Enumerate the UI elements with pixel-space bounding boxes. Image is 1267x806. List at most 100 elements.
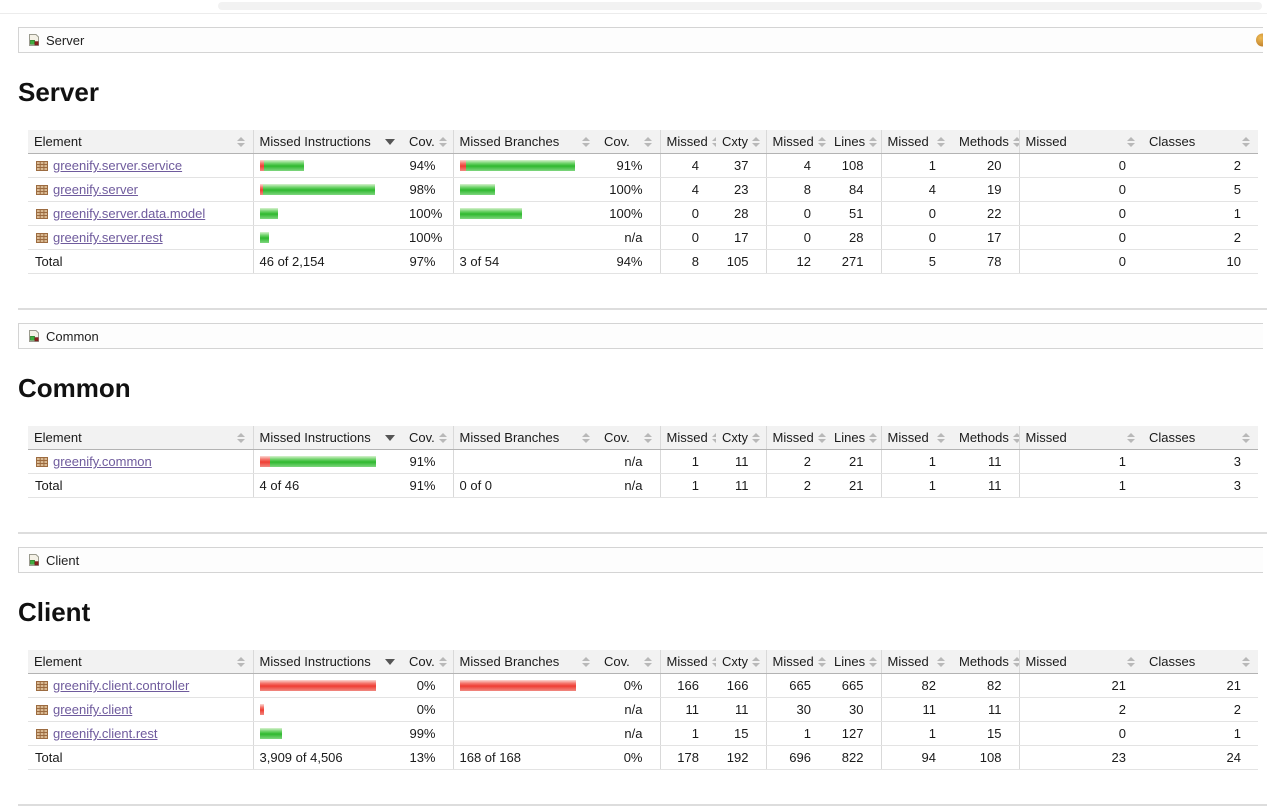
sort-icon[interactable] <box>937 136 945 147</box>
column-header-classes-12[interactable]: Classes <box>1143 650 1258 674</box>
instructions-coverage-cell: 91% <box>403 449 453 474</box>
sessions-icon[interactable] <box>1256 34 1263 47</box>
column-header-element-0[interactable]: Element <box>28 426 253 450</box>
sort-icon[interactable] <box>643 656 652 667</box>
sort-icon[interactable] <box>582 136 590 147</box>
sort-icon[interactable] <box>582 432 590 443</box>
sort-icon[interactable] <box>582 656 590 667</box>
total-metric-cell: 105 <box>716 249 766 274</box>
sort-icon[interactable] <box>1242 432 1250 443</box>
column-header-cxty-6[interactable]: Cxty <box>716 650 766 674</box>
column-header-missed-5[interactable]: Missed <box>659 426 716 450</box>
column-header-classes-12[interactable]: Classes <box>1143 426 1258 450</box>
package-link[interactable]: greenify.server <box>53 182 139 197</box>
column-header-missed-instructions-1[interactable]: Missed Instructions <box>252 130 403 154</box>
column-header-missed-branches-3[interactable]: Missed Branches <box>452 130 598 154</box>
sort-desc-icon[interactable] <box>385 658 395 665</box>
column-header-cov--2[interactable]: Cov. <box>403 426 453 450</box>
column-header-methods-10[interactable]: Methods <box>953 426 1019 450</box>
column-header-label: Missed <box>887 134 929 149</box>
scrollbar-track[interactable] <box>218 2 1262 10</box>
column-header-missed-instructions-1[interactable]: Missed Instructions <box>252 650 403 674</box>
column-header-missed-7[interactable]: Missed <box>765 650 828 674</box>
instructions-coverage-cell: 100% <box>403 225 453 250</box>
column-header-missed-11[interactable]: Missed <box>1018 130 1143 154</box>
column-header-cxty-6[interactable]: Cxty <box>716 130 766 154</box>
package-link[interactable]: greenify.server.rest <box>53 230 163 245</box>
sort-icon[interactable] <box>1012 656 1019 667</box>
column-header-cov--4[interactable]: Cov. <box>598 426 660 450</box>
sort-icon[interactable] <box>236 136 245 147</box>
column-header-methods-10[interactable]: Methods <box>953 130 1019 154</box>
column-header-element-0[interactable]: Element <box>28 130 253 154</box>
sort-icon[interactable] <box>711 432 716 443</box>
column-header-lines-8[interactable]: Lines <box>828 130 881 154</box>
branches-coverage-cell: 100% <box>598 201 660 226</box>
missed-instructions-bar-cell <box>252 673 403 698</box>
sort-icon[interactable] <box>937 656 945 667</box>
package-link[interactable]: greenify.server.service <box>53 158 183 173</box>
column-header-missed-9[interactable]: Missed <box>880 130 953 154</box>
sort-desc-icon[interactable] <box>385 434 395 441</box>
column-header-cov--4[interactable]: Cov. <box>598 130 660 154</box>
sort-icon[interactable] <box>869 656 878 667</box>
sort-icon[interactable] <box>817 136 826 147</box>
sort-icon[interactable] <box>438 432 447 443</box>
sort-icon[interactable] <box>643 136 652 147</box>
column-header-content: Lines <box>834 134 878 149</box>
sort-icon[interactable] <box>1127 432 1135 443</box>
sort-icon[interactable] <box>1127 656 1135 667</box>
sort-icon[interactable] <box>236 432 245 443</box>
column-header-missed-branches-3[interactable]: Missed Branches <box>452 426 598 450</box>
column-header-missed-5[interactable]: Missed <box>659 650 716 674</box>
column-header-missed-5[interactable]: Missed <box>659 130 716 154</box>
package-link[interactable]: greenify.client.rest <box>53 726 158 741</box>
column-header-missed-11[interactable]: Missed <box>1018 426 1143 450</box>
sort-icon[interactable] <box>1242 656 1250 667</box>
sort-icon[interactable] <box>1012 432 1019 443</box>
column-header-classes-12[interactable]: Classes <box>1143 130 1258 154</box>
column-header-missed-instructions-1[interactable]: Missed Instructions <box>252 426 403 450</box>
sort-icon[interactable] <box>438 656 447 667</box>
column-header-label: Lines <box>834 654 866 669</box>
column-header-missed-9[interactable]: Missed <box>880 426 953 450</box>
sort-icon[interactable] <box>752 656 760 667</box>
column-header-cov--2[interactable]: Cov. <box>403 130 453 154</box>
column-header-missed-9[interactable]: Missed <box>880 650 953 674</box>
sort-down-arrow <box>438 142 447 147</box>
column-header-missed-7[interactable]: Missed <box>765 426 828 450</box>
column-header-cov--2[interactable]: Cov. <box>403 650 453 674</box>
sort-icon[interactable] <box>1127 136 1135 147</box>
package-link[interactable]: greenify.client <box>53 702 133 717</box>
sort-icon[interactable] <box>869 136 878 147</box>
column-header-lines-8[interactable]: Lines <box>828 650 881 674</box>
package-link[interactable]: greenify.client.controller <box>53 678 190 693</box>
column-header-methods-10[interactable]: Methods <box>953 650 1019 674</box>
package-link[interactable]: greenify.common <box>53 454 152 469</box>
missed-branches-bar-cell <box>452 697 598 722</box>
column-header-missed-11[interactable]: Missed <box>1018 650 1143 674</box>
sort-icon[interactable] <box>817 432 826 443</box>
column-header-lines-8[interactable]: Lines <box>828 426 881 450</box>
package-link[interactable]: greenify.server.data.model <box>53 206 206 221</box>
column-header-cov--4[interactable]: Cov. <box>598 650 660 674</box>
sort-icon[interactable] <box>711 656 716 667</box>
column-header-cxty-6[interactable]: Cxty <box>716 426 766 450</box>
column-header-missed-branches-3[interactable]: Missed Branches <box>452 650 598 674</box>
column-header-element-0[interactable]: Element <box>28 650 253 674</box>
sort-icon[interactable] <box>643 432 652 443</box>
sort-icon[interactable] <box>1012 136 1019 147</box>
sort-desc-icon[interactable] <box>385 138 395 145</box>
column-header-missed-7[interactable]: Missed <box>765 130 828 154</box>
total-metric-cell: 11 <box>953 473 1019 498</box>
sort-icon[interactable] <box>1242 136 1250 147</box>
sort-icon[interactable] <box>752 432 760 443</box>
sort-icon[interactable] <box>236 656 245 667</box>
sort-icon[interactable] <box>438 136 447 147</box>
sort-icon[interactable] <box>752 136 760 147</box>
sort-icon[interactable] <box>937 432 945 443</box>
instructions-coverage-bar <box>259 704 396 715</box>
sort-icon[interactable] <box>869 432 878 443</box>
sort-icon[interactable] <box>711 136 716 147</box>
sort-icon[interactable] <box>817 656 826 667</box>
